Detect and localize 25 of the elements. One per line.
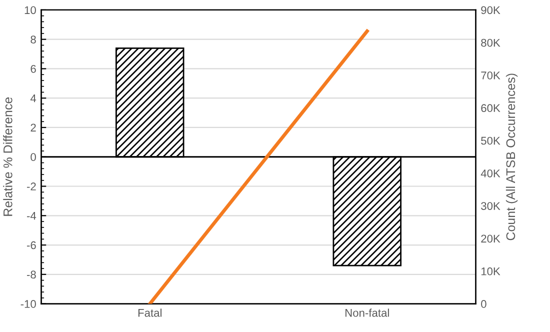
y-tick-label: -10 — [20, 300, 36, 308]
y2-tick-label: 80K — [481, 38, 500, 47]
y2-tick-label: 50K — [481, 136, 500, 145]
y-tick-label: 6 — [30, 64, 36, 73]
y2-tick-label: 10K — [481, 267, 500, 276]
y2-tick-label: 30K — [481, 202, 500, 210]
x-tick-label: Non-fatal — [345, 308, 389, 317]
y-tick-label: -6 — [27, 241, 36, 250]
y2-tick-label: 0 — [481, 300, 486, 308]
y2-axis-title: Count (All ATSB Occurrences) — [506, 74, 518, 240]
y-tick-label: 0 — [30, 153, 36, 162]
y-axis-title: Relative % Difference — [3, 97, 12, 216]
x-tick-label: Fatal — [138, 308, 162, 317]
y2-tick-label: 70K — [481, 72, 500, 80]
y-tick-label: -2 — [27, 182, 36, 190]
y-tick-label: 2 — [30, 124, 36, 132]
y-tick-label: -4 — [27, 212, 36, 220]
y-tick-label: 8 — [30, 36, 36, 44]
y-tick-label: -8 — [27, 270, 36, 279]
y2-tick-label: 90K — [481, 6, 500, 14]
y2-tick-label: 60K — [481, 104, 500, 112]
y2-tick-label: 20K — [481, 234, 500, 243]
y-tick-label: 10 — [24, 6, 36, 14]
y-tick-label: 4 — [30, 94, 36, 102]
y2-tick-label: 40K — [480, 169, 500, 178]
